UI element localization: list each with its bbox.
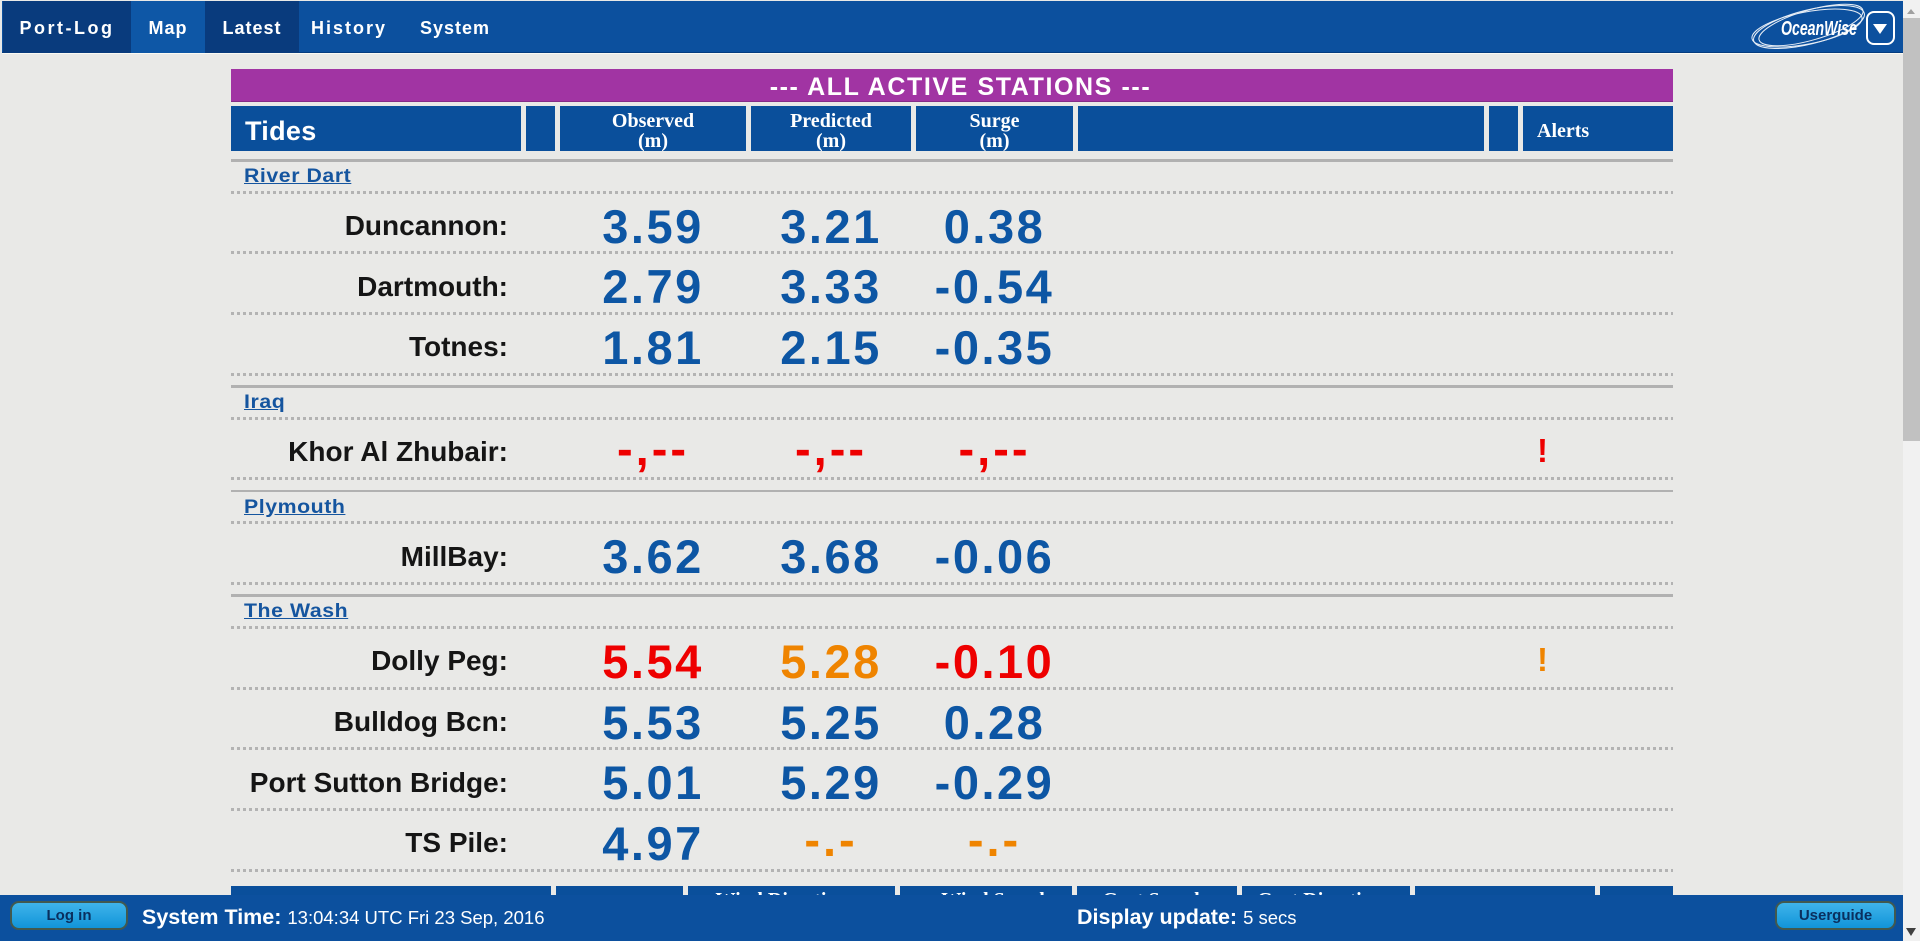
svg-text:OceanWise: OceanWise <box>1781 18 1857 40</box>
